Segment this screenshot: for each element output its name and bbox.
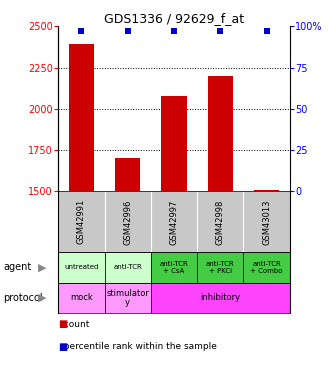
Bar [58, 283, 105, 313]
Text: ■: ■ [58, 342, 68, 352]
Text: ■: ■ [58, 320, 68, 329]
Text: ▶: ▶ [38, 293, 47, 303]
Text: ▶: ▶ [38, 262, 47, 273]
Text: inhibitory: inhibitory [200, 293, 240, 302]
Bar [69, 44, 94, 191]
Point [79, 28, 84, 34]
Bar [243, 252, 290, 283]
Point [171, 28, 176, 34]
Text: anti-TCR
+ CsA: anti-TCR + CsA [160, 261, 188, 274]
Bar [254, 190, 279, 191]
Bar [197, 252, 243, 283]
Bar [207, 76, 233, 191]
Title: GDS1336 / 92629_f_at: GDS1336 / 92629_f_at [104, 12, 244, 25]
Text: mock: mock [70, 293, 93, 302]
Point [125, 28, 131, 34]
Text: agent: agent [3, 262, 32, 273]
Text: anti-TCR: anti-TCR [113, 264, 142, 270]
Bar [161, 96, 187, 191]
Text: GSM42998: GSM42998 [216, 199, 225, 244]
Text: untreated: untreated [64, 264, 99, 270]
Bar [151, 283, 290, 313]
Text: anti-TCR
+ PKCi: anti-TCR + PKCi [206, 261, 235, 274]
Bar [115, 158, 141, 191]
Text: GSM42997: GSM42997 [169, 199, 178, 244]
Point [264, 28, 269, 34]
Text: GSM42991: GSM42991 [77, 199, 86, 244]
Bar [105, 283, 151, 313]
Text: anti-TCR
+ Combo: anti-TCR + Combo [250, 261, 283, 274]
Point [218, 28, 223, 34]
Text: GSM43013: GSM43013 [262, 199, 271, 244]
Text: percentile rank within the sample: percentile rank within the sample [58, 342, 217, 351]
Bar [151, 252, 197, 283]
Bar [58, 252, 105, 283]
Text: GSM42996: GSM42996 [123, 199, 132, 244]
Text: stimulator
y: stimulator y [106, 288, 149, 307]
Text: protocol: protocol [3, 293, 43, 303]
Bar [105, 252, 151, 283]
Text: count: count [58, 320, 90, 329]
